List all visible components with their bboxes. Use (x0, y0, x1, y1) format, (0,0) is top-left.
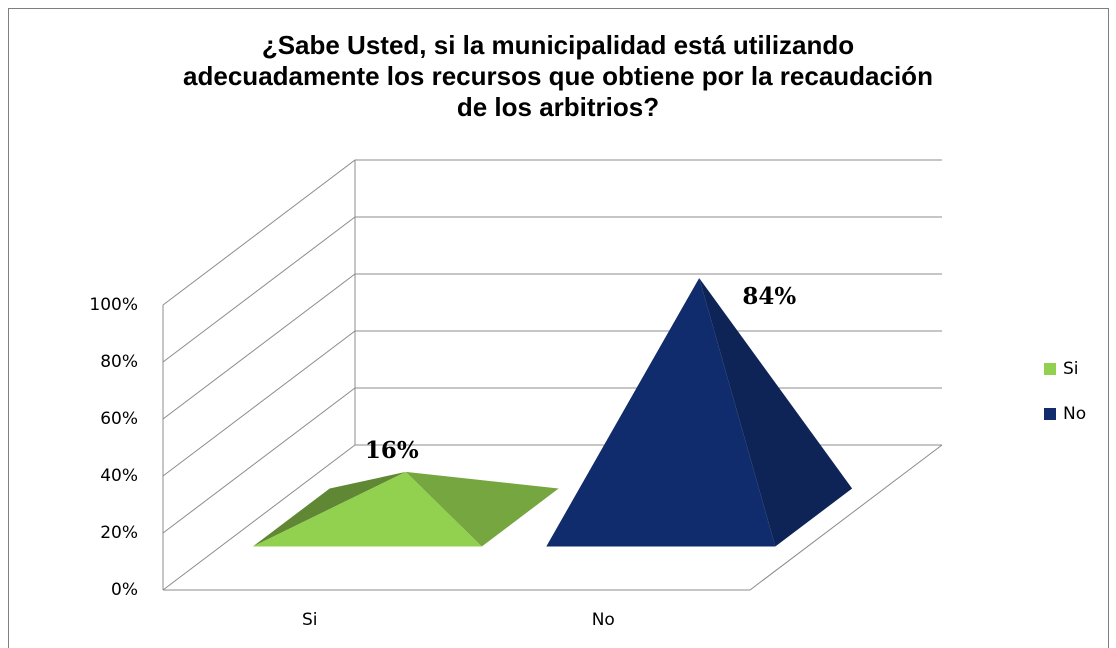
y-tick-label: 0% (111, 580, 138, 600)
y-tick-label: 100% (89, 295, 138, 315)
legend-label: No (1063, 404, 1086, 424)
grid-line (162, 330, 942, 477)
legend-swatch (1044, 408, 1056, 420)
chart-border (8, 8, 1109, 648)
y-tick-label: 60% (100, 409, 138, 429)
legend-label: Si (1063, 359, 1079, 379)
y-tick-label: 40% (100, 466, 138, 486)
grid-line (162, 216, 942, 363)
y-tick-label: 20% (100, 523, 138, 543)
chart-title: ¿Sabe Usted, si la municipalidad está ut… (183, 30, 933, 122)
pyramid-right-face (405, 471, 559, 547)
y-tick-label: 80% (100, 352, 138, 372)
data-label: 16% (365, 437, 419, 464)
data-label: 84% (742, 283, 796, 310)
grid-line (162, 159, 942, 306)
legend-swatch (1044, 363, 1056, 375)
pyramid-left-face (252, 471, 406, 547)
x-tick-label: No (592, 610, 615, 630)
floor (163, 444, 943, 591)
pyramid-right-face (699, 278, 853, 547)
pyramid-front-face (252, 471, 482, 547)
x-tick-label: Si (302, 610, 318, 630)
grid-line (162, 273, 942, 420)
pyramid-front-face (546, 278, 776, 547)
